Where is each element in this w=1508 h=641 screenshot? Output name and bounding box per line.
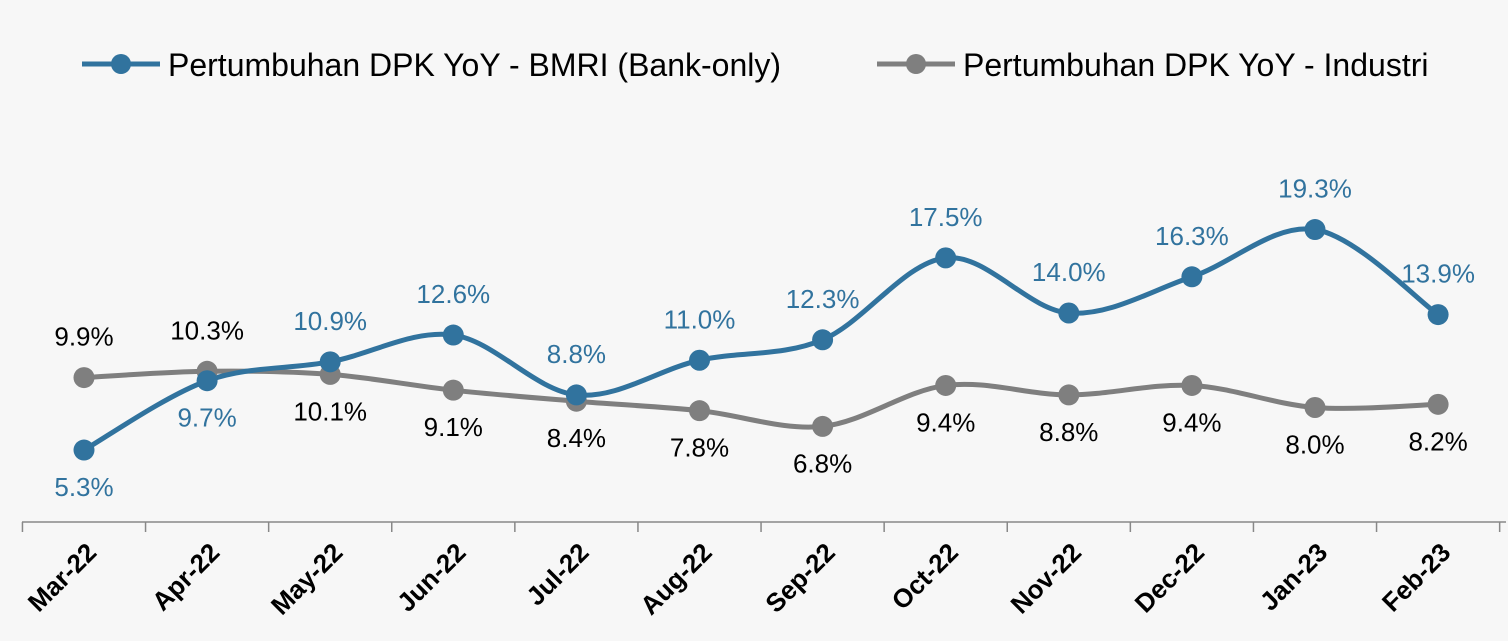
legend-label-industri: Pertumbuhan DPK YoY - Industri xyxy=(963,47,1428,83)
x-tick-label: Nov-22 xyxy=(1005,537,1088,620)
data-label-bmri: 8.8% xyxy=(547,339,606,369)
x-axis-ticks xyxy=(21,522,1501,532)
x-tick-label: Mar-22 xyxy=(22,537,102,617)
data-point-industri[interactable] xyxy=(1304,397,1326,418)
data-point-bmri[interactable] xyxy=(1181,266,1203,288)
legend-marker-bmri xyxy=(111,54,131,74)
data-label-bmri: 11.0% xyxy=(664,304,736,334)
data-label-bmri: 12.6% xyxy=(416,279,490,309)
data-label-industri: 8.4% xyxy=(547,423,606,453)
data-point-industri[interactable] xyxy=(1427,393,1449,415)
data-label-industri: 10.3% xyxy=(170,315,244,345)
data-point-industri[interactable] xyxy=(442,379,464,401)
data-label-bmri: 10.9% xyxy=(293,306,367,336)
legend-marker-industri xyxy=(906,54,926,74)
data-point-bmri[interactable] xyxy=(1304,219,1326,241)
data-label-bmri: 14.0% xyxy=(1032,257,1106,287)
data-label-industri: 9.4% xyxy=(1162,407,1221,437)
data-label-industri: 8.8% xyxy=(1039,417,1098,447)
series-line-industri xyxy=(81,368,1441,430)
data-point-bmri[interactable] xyxy=(73,439,95,461)
data-point-bmri[interactable] xyxy=(812,329,834,351)
data-point-bmri[interactable] xyxy=(1427,304,1449,326)
data-point-bmri[interactable] xyxy=(565,384,587,406)
data-label-industri: 8.0% xyxy=(1285,430,1344,460)
data-point-industri[interactable] xyxy=(812,415,834,437)
data-point-bmri[interactable] xyxy=(442,324,464,346)
x-tick-label: Sep-22 xyxy=(759,537,841,619)
data-label-bmri: 9.7% xyxy=(177,403,236,433)
data-label-bmri: 16.3% xyxy=(1155,221,1229,251)
data-label-industri: 10.1% xyxy=(293,396,367,426)
legend-item-bmri[interactable]: Pertumbuhan DPK YoY - BMRI (Bank-only) xyxy=(82,47,781,83)
data-point-bmri[interactable] xyxy=(935,247,957,269)
x-tick-label: Oct-22 xyxy=(886,537,964,615)
x-axis-labels: Mar-22 Apr-22 May-22 Jun-22 Jul-22 Aug-22 Sep-… xyxy=(22,537,1457,621)
data-label-industri: 9.1% xyxy=(424,412,483,442)
data-label-bmri: 12.3% xyxy=(786,284,860,314)
series-layer: 5.3% 9.7% 10.9% 12.6% 8.8% 11.0% 12.3% 17.5% 14.… xyxy=(54,174,1475,503)
x-tick-label: Dec-22 xyxy=(1129,537,1211,619)
x-tick-label: May-22 xyxy=(265,537,349,621)
data-label-industri: 8.2% xyxy=(1408,426,1467,456)
x-tick-label: Aug-22 xyxy=(634,537,718,621)
data-point-bmri[interactable] xyxy=(196,370,218,392)
x-tick-label: Jul-22 xyxy=(520,537,594,611)
data-label-bmri: 5.3% xyxy=(54,472,113,502)
data-point-industri[interactable] xyxy=(689,400,710,422)
legend-item-industri[interactable]: Pertumbuhan DPK YoY - Industri xyxy=(877,47,1428,83)
data-label-industri: 9.9% xyxy=(54,322,113,352)
data-label-industri: 9.4% xyxy=(916,407,975,437)
data-point-industri[interactable] xyxy=(1181,374,1203,396)
x-tick-label: Jan-23 xyxy=(1254,537,1333,616)
data-label-bmri: 19.3% xyxy=(1278,174,1352,204)
data-point-bmri[interactable] xyxy=(319,351,341,373)
data-point-industri[interactable] xyxy=(1058,384,1080,406)
data-point-industri[interactable] xyxy=(935,374,957,396)
data-label-industri: 6.8% xyxy=(793,448,852,478)
data-label-bmri: 13.9% xyxy=(1401,259,1475,289)
series-line-bmri xyxy=(81,226,1441,453)
data-point-industri[interactable] xyxy=(73,367,95,389)
data-label-bmri: 17.5% xyxy=(909,202,983,232)
x-tick-label: Jun-22 xyxy=(391,537,471,617)
x-tick-label: Feb-23 xyxy=(1376,537,1456,617)
x-tick-label: Apr-22 xyxy=(146,537,225,616)
data-label-industri: 7.8% xyxy=(670,433,729,463)
data-point-bmri[interactable] xyxy=(1058,302,1080,324)
legend: Pertumbuhan DPK YoY - BMRI (Bank-only) P… xyxy=(82,47,1428,83)
legend-label-bmri: Pertumbuhan DPK YoY - BMRI (Bank-only) xyxy=(168,47,781,83)
data-point-bmri[interactable] xyxy=(689,349,710,371)
